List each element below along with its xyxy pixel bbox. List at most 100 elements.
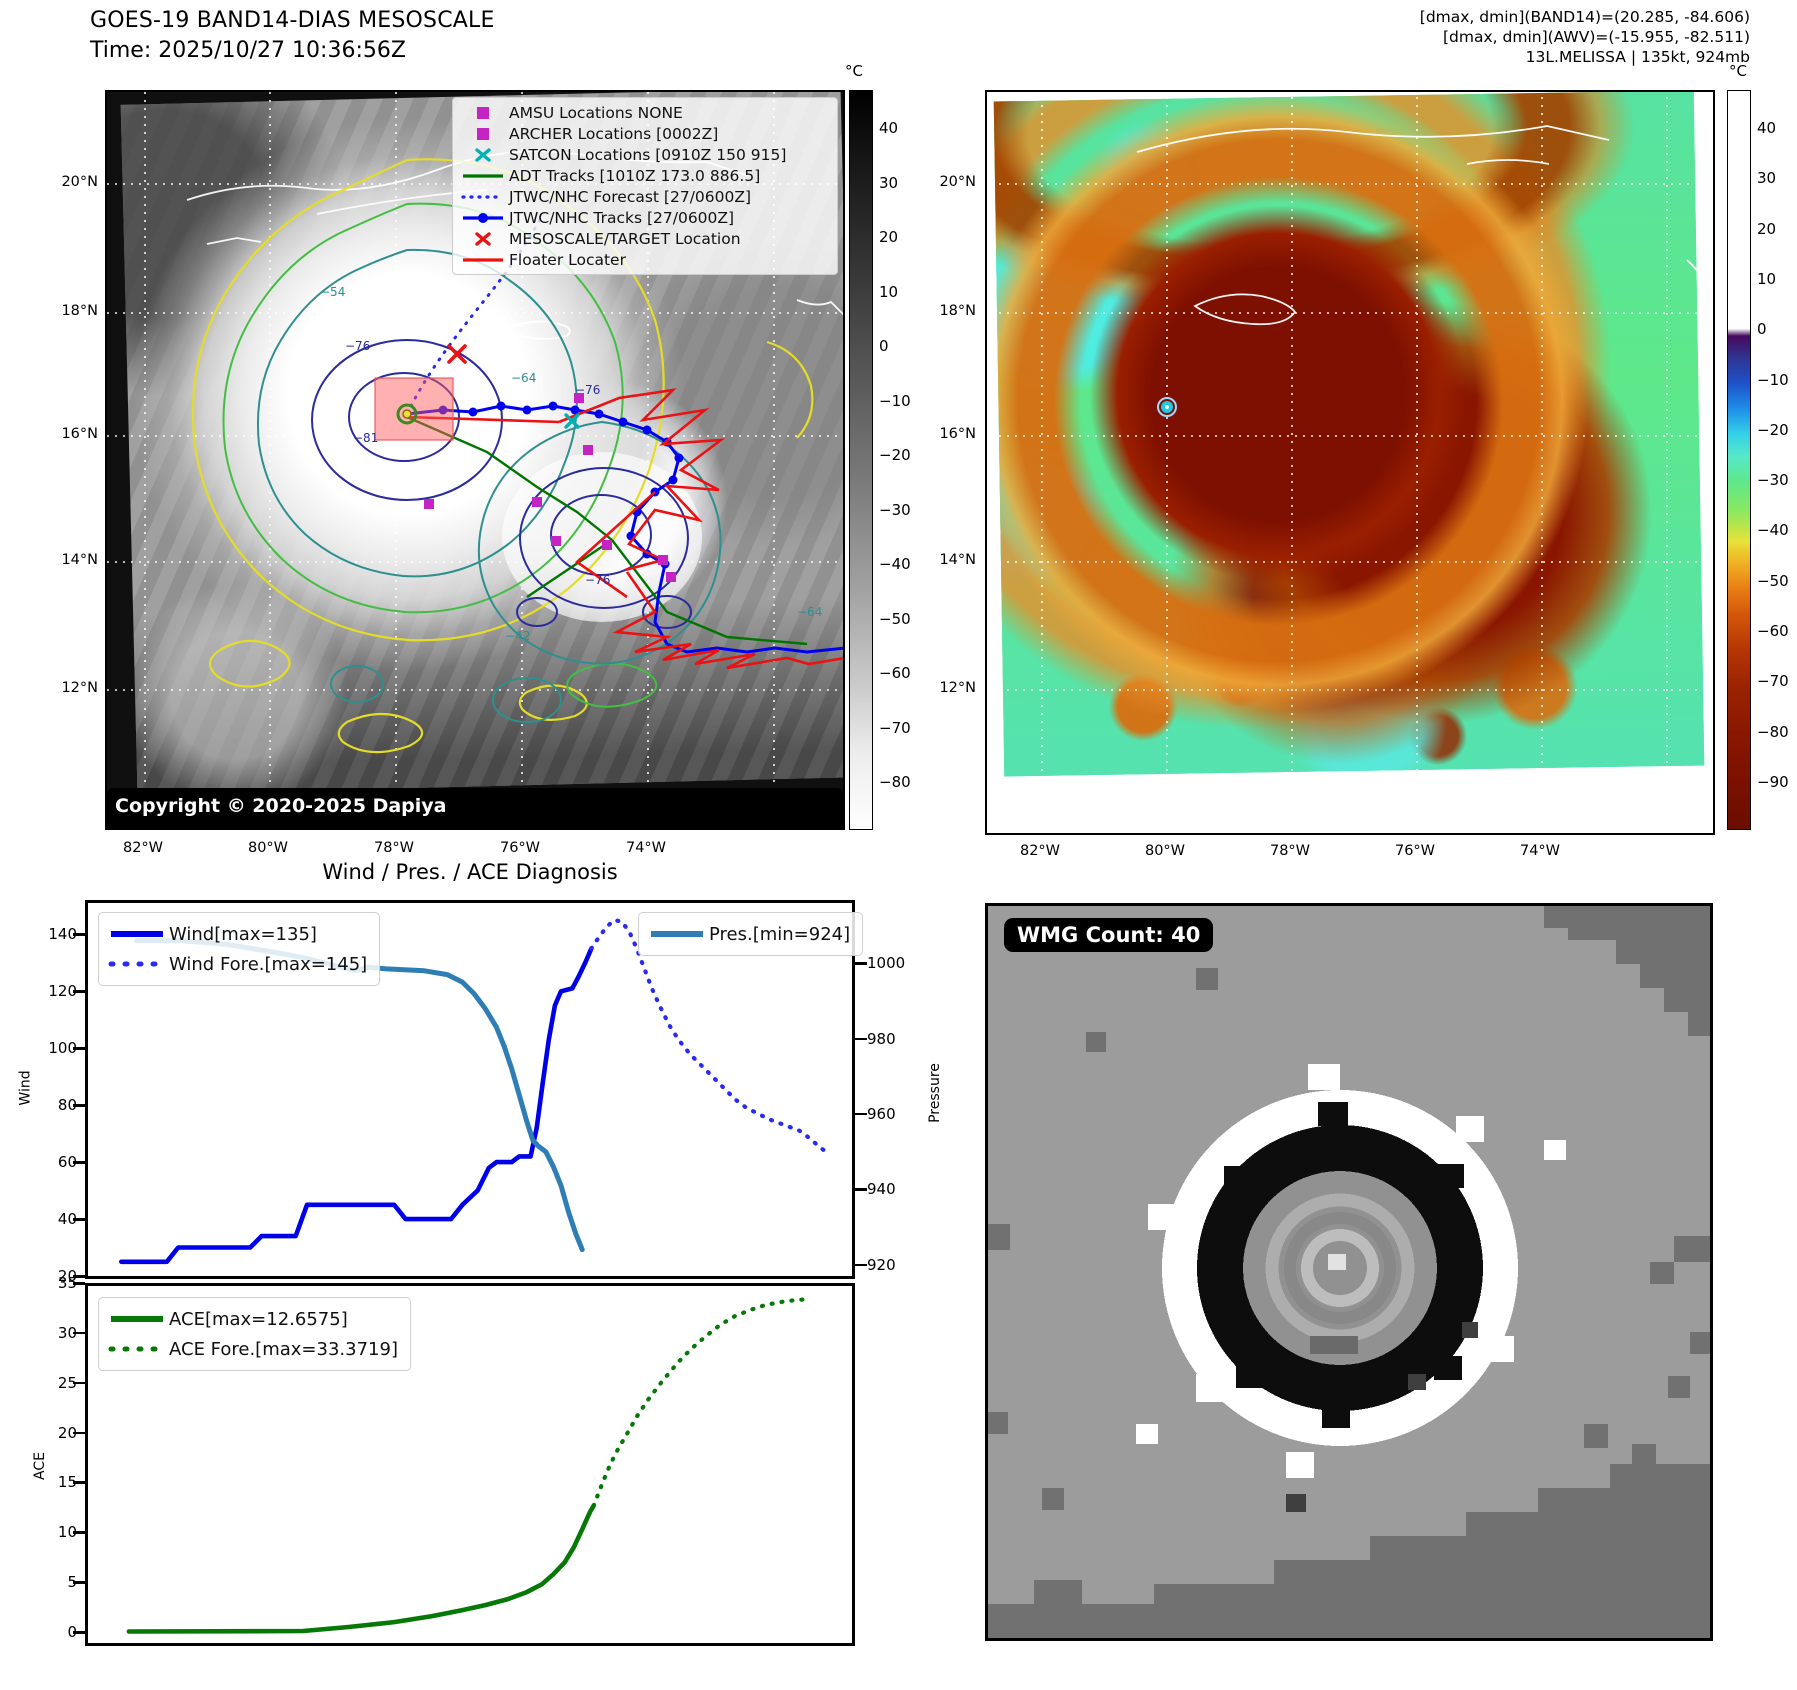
chart-tick-label: 0 bbox=[13, 1623, 77, 1641]
lon-tick-label: 80°W bbox=[1144, 843, 1186, 859]
series-ace bbox=[126, 1503, 596, 1634]
chart-tick-label: 920 bbox=[867, 1255, 896, 1274]
chart-tick-mark bbox=[73, 933, 85, 936]
chart-tick-label: 960 bbox=[867, 1104, 896, 1123]
tl-colorbar-tick: 10 bbox=[879, 282, 899, 301]
series-wind-fore- bbox=[589, 918, 829, 1155]
tl-time: Time: 2025/10/27 10:36:56Z bbox=[90, 38, 406, 63]
contour-label: −76 bbox=[575, 383, 600, 397]
tr-colorbar-tick: −30 bbox=[1757, 471, 1789, 490]
contour-label: −42 bbox=[505, 629, 530, 643]
chart-tick-label: 120 bbox=[48, 982, 77, 1001]
lat-tick-label: 16°N bbox=[61, 426, 98, 442]
chart-tick-label: 30 bbox=[57, 1323, 77, 1342]
legend-item: JTWC/NHC Forecast [27/0600Z] bbox=[457, 186, 835, 207]
chart-tick-mark bbox=[73, 1631, 85, 1634]
legend-item: JTWC/NHC Tracks [27/0600Z] bbox=[457, 207, 835, 228]
contour-label: −76 bbox=[345, 339, 370, 353]
legend-item-label: Floater Locater bbox=[509, 250, 626, 269]
lat-tick-label: 14°N bbox=[939, 552, 976, 568]
chart-tick-label: 980 bbox=[867, 1029, 896, 1048]
chart-tick-mark bbox=[73, 1581, 85, 1584]
diagnosis-title: Wind / Pres. / ACE Diagnosis bbox=[322, 860, 618, 884]
tr-colorbar-tick: −80 bbox=[1757, 722, 1789, 741]
contour-label: −64 bbox=[511, 371, 536, 385]
ace-legend: ACE[max=12.6575] ACE Fore.[max=33.3719] bbox=[98, 1297, 411, 1371]
tr-colorbar-tick: −20 bbox=[1757, 420, 1789, 439]
tr-colorbar-tick: 0 bbox=[1757, 320, 1767, 339]
chart-tick-mark bbox=[73, 1275, 85, 1278]
chart-tick-label: 20 bbox=[57, 1423, 77, 1442]
tr-colorbar-tick: −10 bbox=[1757, 370, 1789, 389]
line-legend-marker-icon bbox=[463, 257, 503, 262]
tl-colorbar-tick: −20 bbox=[879, 446, 911, 464]
solid-line-legend-icon bbox=[651, 931, 703, 937]
legend-item: MESOSCALE/TARGET Location bbox=[457, 228, 835, 249]
dotted-line-legend-icon bbox=[108, 1346, 166, 1352]
solid-line-legend-icon bbox=[111, 931, 163, 937]
lon-tick-label: 74°W bbox=[625, 840, 667, 856]
legend-item-label: SATCON Locations [0910Z 150 915] bbox=[509, 145, 787, 164]
legend-item-label: Wind[max=135] bbox=[169, 923, 317, 945]
tl-colorbar-tick: 40 bbox=[879, 119, 899, 137]
lon-tick-label: 76°W bbox=[499, 840, 541, 856]
chart-tick-mark bbox=[73, 1104, 85, 1107]
chart-tick-mark bbox=[73, 1161, 85, 1164]
ir-color-map bbox=[985, 90, 1715, 835]
chart-tick-mark bbox=[73, 1282, 85, 1285]
lat-tick-label: 20°N bbox=[61, 174, 98, 190]
legend-item: SATCON Locations [0910Z 150 915] bbox=[457, 144, 835, 165]
chart-tick-mark bbox=[73, 1431, 85, 1435]
lat-tick-label: 20°N bbox=[939, 174, 976, 190]
chart-tick-label: 10 bbox=[57, 1523, 77, 1542]
legend-item: ADT Tracks [1010Z 173.0 886.5] bbox=[457, 165, 835, 186]
tr-header-line2: [dmax, dmin](AWV)=(-15.955, -82.511) bbox=[1443, 28, 1750, 46]
legend-item-label: Wind Fore.[max=145] bbox=[169, 953, 368, 975]
lat-tick-label: 12°N bbox=[61, 680, 98, 696]
lat-tick-label: 18°N bbox=[939, 303, 976, 319]
ir-grayscale-map: −54 −76 −81 −64 −76 −76 −42 −64 AMSU Locations … bbox=[105, 90, 845, 830]
chart-tick-label: 20 bbox=[57, 1267, 77, 1285]
x-legend-marker-icon bbox=[475, 231, 491, 246]
wmg-panel: WMG Count: 40 bbox=[985, 903, 1713, 1641]
legend-item-label: JTWC/NHC Forecast [27/0600Z] bbox=[509, 187, 752, 206]
tr-map-overlay bbox=[999, 97, 1713, 772]
square-legend-marker-icon bbox=[477, 106, 489, 119]
chart-tick-label: 140 bbox=[48, 925, 77, 944]
solid-line-legend-icon bbox=[111, 1316, 163, 1322]
color-colorbar bbox=[1727, 90, 1751, 830]
wmg-pixel-art bbox=[988, 906, 1710, 1638]
square-legend-marker-icon bbox=[477, 127, 489, 140]
lon-tick-label: 82°W bbox=[122, 840, 164, 856]
lat-tick-label: 18°N bbox=[61, 303, 98, 319]
lon-tick-label: 80°W bbox=[247, 840, 289, 856]
chart-tick-label: 35 bbox=[57, 1274, 77, 1292]
lon-tick-label: 74°W bbox=[1519, 843, 1561, 859]
lon-tick-label: 76°W bbox=[1394, 843, 1436, 859]
legend-item-label: JTWC/NHC Tracks [27/0600Z] bbox=[509, 208, 735, 227]
contour-label: −76 bbox=[585, 573, 610, 587]
chart-tick-mark bbox=[73, 990, 85, 993]
tl-colorbar-tick: −40 bbox=[879, 555, 911, 573]
chart-tick-label: 15 bbox=[57, 1473, 77, 1492]
chart-tick-label: 1000 bbox=[867, 954, 906, 973]
lon-tick-label: 78°W bbox=[373, 840, 415, 856]
chart-tick-label: 940 bbox=[867, 1180, 896, 1199]
tl-colorbar-tick: −30 bbox=[879, 500, 911, 519]
tl-title: GOES-19 BAND14-DIAS MESOSCALE bbox=[90, 8, 495, 33]
tl-colorbar-tick: 30 bbox=[879, 173, 899, 192]
copyright-text: Copyright © 2020-2025 Dapiya bbox=[115, 795, 447, 817]
lon-tick-label: 82°W bbox=[1019, 843, 1061, 859]
chart-tick-mark bbox=[73, 1531, 85, 1534]
wind-axis-label: Wind bbox=[17, 1070, 34, 1106]
tl-colorbar-tick: −10 bbox=[879, 391, 911, 410]
tl-colorbar-unit: °C bbox=[845, 62, 863, 80]
lat-tick-label: 14°N bbox=[61, 552, 98, 568]
legend-item: AMSU Locations NONE bbox=[457, 102, 835, 123]
tl-colorbar-tick: −70 bbox=[879, 718, 911, 737]
legend-item: Wind[max=135] bbox=[107, 919, 367, 949]
series-ace-fore- bbox=[591, 1297, 810, 1508]
legend-item-label: ADT Tracks [1010Z 173.0 886.5] bbox=[509, 166, 761, 185]
tr-colorbar-tick: −90 bbox=[1757, 772, 1789, 791]
